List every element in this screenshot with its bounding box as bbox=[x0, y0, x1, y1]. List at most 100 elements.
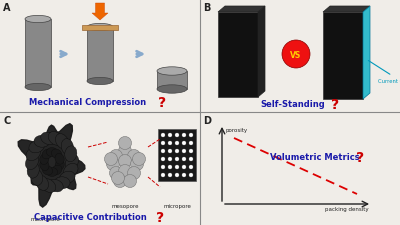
Ellipse shape bbox=[66, 155, 78, 170]
Ellipse shape bbox=[29, 141, 44, 153]
Circle shape bbox=[168, 133, 172, 137]
Circle shape bbox=[175, 173, 179, 177]
Circle shape bbox=[189, 157, 193, 161]
Circle shape bbox=[128, 150, 140, 163]
Text: ?: ? bbox=[331, 98, 339, 112]
Ellipse shape bbox=[26, 147, 40, 161]
Ellipse shape bbox=[41, 133, 56, 145]
Text: PRESS: PRESS bbox=[85, 0, 115, 2]
Ellipse shape bbox=[40, 160, 49, 171]
Bar bbox=[25, 20, 51, 88]
Circle shape bbox=[175, 165, 179, 169]
Text: mesopore: mesopore bbox=[111, 204, 139, 209]
Circle shape bbox=[161, 173, 165, 177]
Circle shape bbox=[282, 41, 310, 69]
Circle shape bbox=[118, 165, 132, 178]
Text: ?: ? bbox=[156, 210, 164, 224]
Text: Volumetric Metrics: Volumetric Metrics bbox=[270, 153, 360, 162]
Circle shape bbox=[175, 133, 179, 137]
Bar bbox=[82, 26, 118, 31]
Ellipse shape bbox=[36, 176, 48, 191]
Ellipse shape bbox=[55, 154, 64, 164]
Text: packing density: packing density bbox=[325, 206, 369, 211]
Circle shape bbox=[104, 153, 118, 166]
FancyArrow shape bbox=[92, 4, 108, 21]
Bar bbox=[158, 129, 196, 181]
Polygon shape bbox=[323, 7, 370, 13]
Polygon shape bbox=[218, 13, 258, 98]
Text: ?: ? bbox=[158, 96, 166, 110]
Ellipse shape bbox=[25, 16, 51, 24]
Ellipse shape bbox=[87, 24, 113, 32]
Polygon shape bbox=[363, 7, 370, 99]
Text: Mechanical Compression: Mechanical Compression bbox=[30, 98, 146, 107]
Circle shape bbox=[175, 149, 179, 153]
Ellipse shape bbox=[61, 139, 73, 155]
Circle shape bbox=[175, 157, 179, 161]
Ellipse shape bbox=[34, 136, 50, 148]
Circle shape bbox=[161, 157, 165, 161]
Ellipse shape bbox=[40, 154, 49, 165]
Ellipse shape bbox=[41, 179, 56, 193]
Text: ?: ? bbox=[356, 150, 364, 164]
Circle shape bbox=[118, 155, 132, 168]
Circle shape bbox=[182, 149, 186, 153]
Text: B: B bbox=[203, 3, 210, 13]
Circle shape bbox=[132, 153, 146, 166]
Circle shape bbox=[168, 165, 172, 169]
Ellipse shape bbox=[26, 155, 38, 170]
Circle shape bbox=[189, 149, 193, 153]
Ellipse shape bbox=[87, 78, 113, 85]
Text: macropore: macropore bbox=[30, 216, 60, 222]
Ellipse shape bbox=[60, 171, 75, 184]
Circle shape bbox=[189, 165, 193, 169]
Circle shape bbox=[161, 133, 165, 137]
Ellipse shape bbox=[47, 168, 58, 177]
Text: VS: VS bbox=[290, 50, 302, 59]
Ellipse shape bbox=[65, 146, 77, 162]
Circle shape bbox=[182, 141, 186, 145]
Ellipse shape bbox=[52, 149, 62, 159]
Polygon shape bbox=[258, 7, 265, 98]
Circle shape bbox=[110, 167, 122, 180]
Text: Self-Standing: Self-Standing bbox=[261, 100, 325, 109]
Circle shape bbox=[175, 141, 179, 145]
Ellipse shape bbox=[64, 164, 78, 177]
Ellipse shape bbox=[54, 177, 70, 189]
Ellipse shape bbox=[27, 162, 39, 178]
Circle shape bbox=[189, 133, 193, 137]
Polygon shape bbox=[218, 7, 265, 13]
Circle shape bbox=[168, 173, 172, 177]
Circle shape bbox=[161, 149, 165, 153]
Ellipse shape bbox=[157, 68, 187, 76]
Circle shape bbox=[182, 157, 186, 161]
Ellipse shape bbox=[157, 86, 187, 94]
Text: A: A bbox=[3, 3, 10, 13]
Ellipse shape bbox=[48, 180, 63, 192]
Ellipse shape bbox=[25, 84, 51, 91]
Circle shape bbox=[189, 141, 193, 145]
Circle shape bbox=[124, 175, 136, 188]
Ellipse shape bbox=[46, 148, 57, 157]
Circle shape bbox=[182, 165, 186, 169]
Circle shape bbox=[182, 133, 186, 137]
Ellipse shape bbox=[48, 132, 63, 146]
Circle shape bbox=[112, 172, 124, 185]
Circle shape bbox=[182, 173, 186, 177]
Circle shape bbox=[189, 173, 193, 177]
Circle shape bbox=[118, 145, 132, 158]
Circle shape bbox=[168, 141, 172, 145]
Polygon shape bbox=[18, 124, 85, 207]
Polygon shape bbox=[323, 13, 363, 99]
Circle shape bbox=[106, 158, 120, 171]
Circle shape bbox=[168, 157, 172, 161]
Ellipse shape bbox=[55, 160, 64, 171]
Text: C: C bbox=[3, 115, 10, 126]
Circle shape bbox=[130, 158, 144, 171]
Circle shape bbox=[161, 165, 165, 169]
Bar bbox=[157, 72, 187, 90]
Circle shape bbox=[161, 141, 165, 145]
Circle shape bbox=[110, 150, 122, 163]
Text: micropore: micropore bbox=[163, 204, 191, 209]
Ellipse shape bbox=[31, 170, 43, 186]
